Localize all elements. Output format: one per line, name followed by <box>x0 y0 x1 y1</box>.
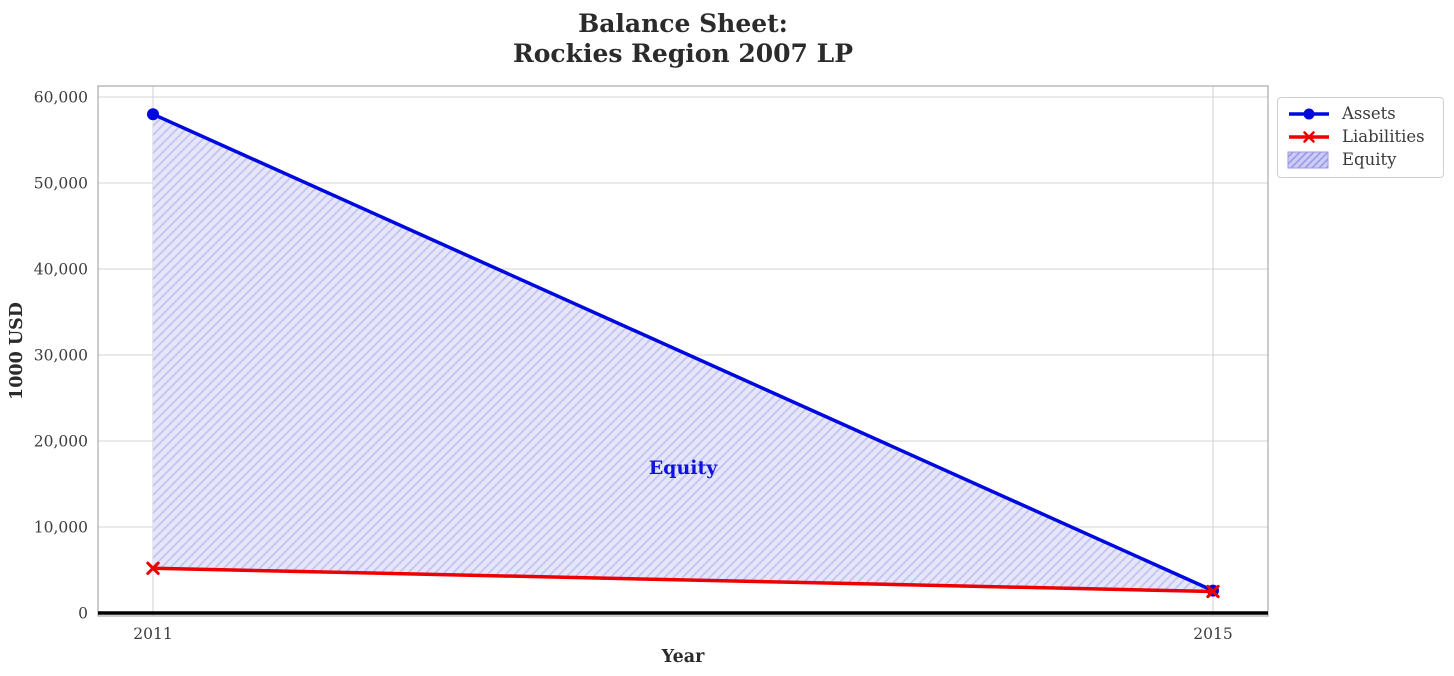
legend: Assets Liabilities Equity <box>1277 97 1444 178</box>
legend-item-liabilities: Liabilities <box>1287 126 1433 146</box>
legend-label-assets: Assets <box>1342 104 1396 123</box>
chart-title: Balance Sheet: Rockies Region 2007 LP <box>98 9 1268 68</box>
assets-line-swatch <box>1289 108 1329 120</box>
assets-line <box>151 112 1215 593</box>
y-tick-label: 30,000 <box>34 347 88 365</box>
legend-label-equity: Equity <box>1342 149 1397 169</box>
legend-item-equity: Equity <box>1287 151 1433 169</box>
x-tick-label: 2015 <box>1193 625 1232 643</box>
assets-marker <box>147 108 159 121</box>
y-tick-label: 50,000 <box>34 175 88 193</box>
chart-title-line2: Rockies Region 2007 LP <box>512 38 854 68</box>
axes-border <box>97 85 1269 617</box>
legend-item-assets: Assets <box>1287 104 1433 123</box>
y-tick-label: 0 <box>78 605 88 623</box>
equity-annotation: Equity <box>649 457 719 479</box>
y-tick-label: 10,000 <box>34 519 88 537</box>
y-tick-label: 60,000 <box>34 89 88 107</box>
liabilities-marker <box>146 561 160 575</box>
legend-label-liabilities: Liabilities <box>1342 126 1425 146</box>
y-tick-label: 20,000 <box>34 433 88 451</box>
liabilities-line-swatch <box>1289 130 1329 143</box>
x-tick-label: 2011 <box>133 625 172 643</box>
liabilities-marker <box>1206 584 1220 599</box>
equity-patch-swatch <box>1287 151 1329 169</box>
chart-title-line1: Balance Sheet: <box>578 9 788 38</box>
liabilities-line <box>151 566 1215 594</box>
y-tick-label: 40,000 <box>34 261 88 279</box>
x-axis-label: Year <box>661 647 705 667</box>
